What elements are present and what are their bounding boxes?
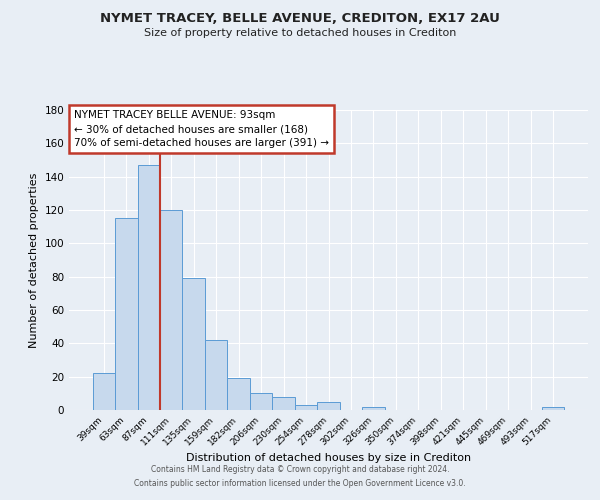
Bar [272,396,295,410]
Y-axis label: Number of detached properties: Number of detached properties [29,172,39,348]
X-axis label: Distribution of detached houses by size in Crediton: Distribution of detached houses by size … [186,452,471,462]
Text: NYMET TRACEY, BELLE AVENUE, CREDITON, EX17 2AU: NYMET TRACEY, BELLE AVENUE, CREDITON, EX… [100,12,500,26]
Text: Contains HM Land Registry data © Crown copyright and database right 2024.
Contai: Contains HM Land Registry data © Crown c… [134,466,466,487]
Bar [182,278,205,410]
Text: NYMET TRACEY BELLE AVENUE: 93sqm
← 30% of detached houses are smaller (168)
70% : NYMET TRACEY BELLE AVENUE: 93sqm ← 30% o… [74,110,329,148]
Bar [317,402,340,410]
Text: Size of property relative to detached houses in Crediton: Size of property relative to detached ho… [144,28,456,38]
Bar [115,218,137,410]
Bar [137,165,160,410]
Bar [92,374,115,410]
Bar [227,378,250,410]
Bar [542,406,565,410]
Bar [295,405,317,410]
Bar [160,210,182,410]
Bar [250,394,272,410]
Bar [205,340,227,410]
Bar [362,406,385,410]
